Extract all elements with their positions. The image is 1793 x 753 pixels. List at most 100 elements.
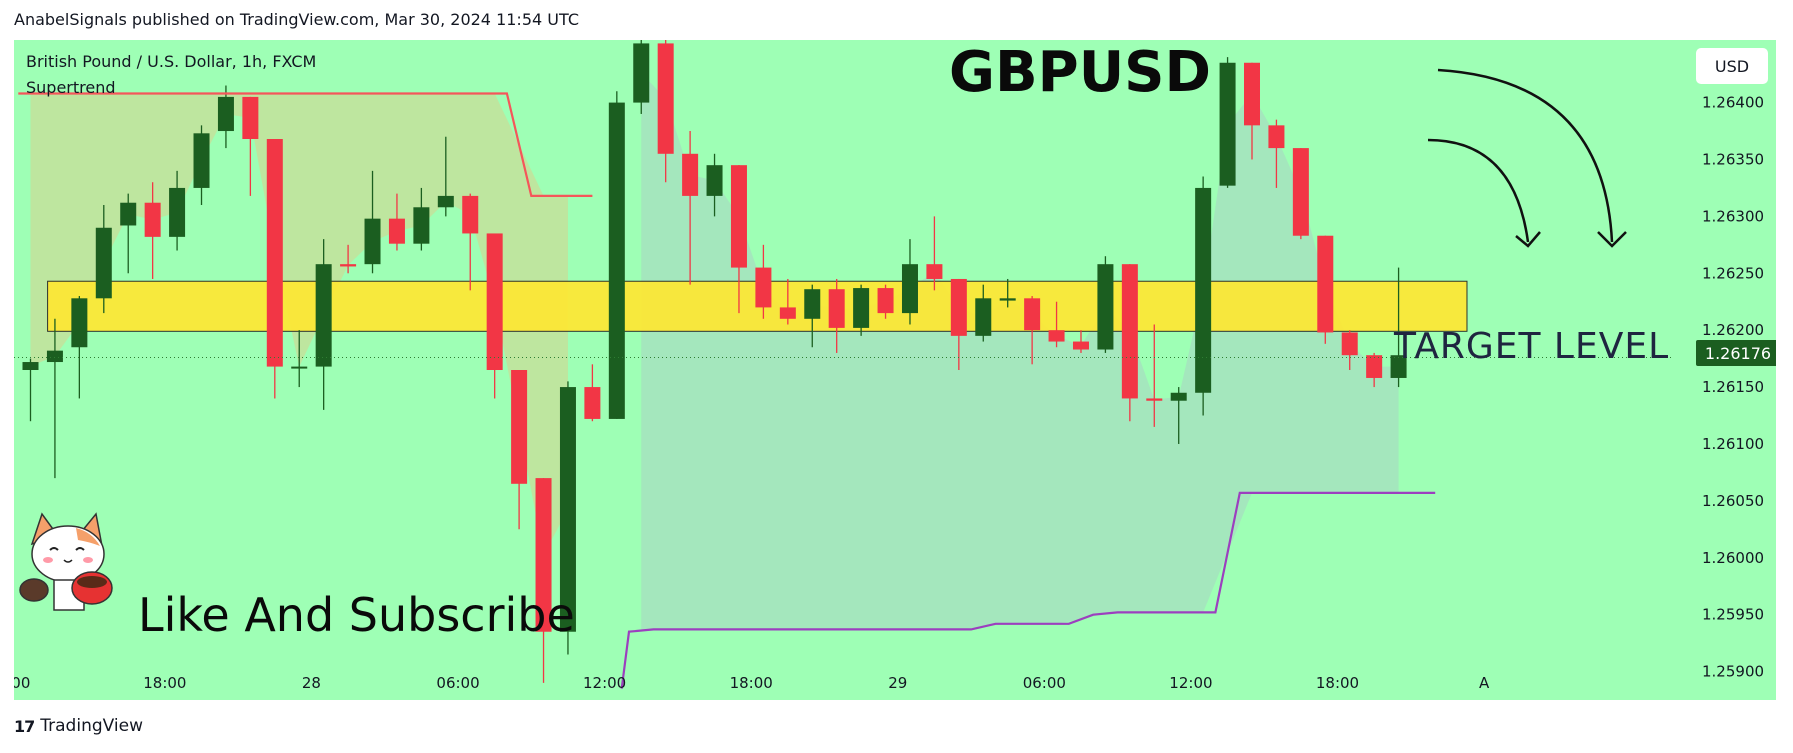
supertrend-up-line: [620, 491, 1436, 689]
x-tick-label: 12:00: [1169, 674, 1212, 692]
y-tick-label: 1.26350: [1702, 150, 1764, 168]
candle-body: [1170, 392, 1187, 401]
y-tick-label: 1.26300: [1702, 207, 1764, 225]
candle-body: [193, 133, 210, 188]
candle-body: [486, 233, 503, 370]
y-tick-label: 1.26050: [1702, 492, 1764, 510]
y-tick-label: 1.25950: [1702, 606, 1764, 624]
candle-body: [144, 202, 161, 237]
candle-body: [95, 227, 112, 299]
candle-body: [413, 207, 430, 244]
chart-title-text: GBPUSD: [949, 40, 1211, 105]
candle-body: [217, 96, 234, 132]
x-tick-label: 28: [302, 674, 321, 692]
candle-body: [71, 298, 88, 348]
candle-body: [633, 43, 650, 103]
candle-body: [1244, 62, 1260, 126]
candle-body: [755, 267, 772, 308]
candle-body: [975, 298, 992, 336]
y-tick-label: 1.26150: [1702, 378, 1764, 396]
candle-body: [535, 478, 552, 632]
tradingview-brand-text: TradingView: [40, 716, 143, 736]
x-tick-label: 18:00: [1316, 674, 1359, 692]
candle-body: [999, 298, 1016, 301]
candle-body: [315, 264, 332, 367]
candle-body: [46, 350, 63, 363]
candle-body: [242, 96, 259, 139]
arrow-curve-short: [1427, 138, 1530, 243]
y-tick-label: 1.26100: [1702, 435, 1764, 453]
candle-body: [1024, 298, 1041, 331]
x-tick-label: :00: [14, 674, 30, 692]
candle-body: [169, 187, 186, 237]
supertrend-down-line: [18, 92, 593, 197]
x-tick-label: 29: [888, 674, 907, 692]
x-tick-label: A: [1479, 674, 1490, 692]
candle-body: [1097, 264, 1114, 350]
candle-body: [608, 102, 625, 419]
candle-body: [1219, 62, 1236, 186]
x-tick-label: 06:00: [1023, 674, 1066, 692]
candle-body: [730, 165, 747, 268]
candle-body: [1072, 341, 1089, 350]
candle-body: [706, 165, 723, 196]
y-tick-label: 1.26250: [1702, 264, 1764, 282]
tradingview-mark-icon: 17: [14, 716, 35, 736]
cat-mascot-icon: [19, 512, 113, 611]
candle-body: [1390, 355, 1407, 378]
candle-body: [901, 264, 918, 314]
candle-body: [1195, 187, 1212, 393]
candle-body: [364, 218, 381, 265]
target-level-label: TARGET LEVEL: [1394, 326, 1670, 367]
symbol-legend: British Pound / U.S. Dollar, 1h, FXCM: [26, 52, 317, 71]
candle-body: [388, 218, 405, 244]
like-subscribe-text: Like And Subscribe: [138, 588, 575, 642]
candle-body: [877, 288, 894, 314]
supertrend-up-fill: [641, 73, 1399, 631]
candle-body: [926, 264, 943, 279]
candle-body: [1268, 125, 1285, 149]
y-tick-label: 1.25900: [1702, 663, 1764, 681]
candle-body: [120, 202, 137, 226]
x-tick-label: 18:00: [730, 674, 773, 692]
candle-body: [462, 195, 479, 234]
y-tick-label: 1.26200: [1702, 321, 1764, 339]
candle-body: [1048, 330, 1065, 342]
candle-body: [511, 370, 528, 484]
y-tick-label: 1.26000: [1702, 549, 1764, 567]
last-price-tag: 1.26176: [1696, 340, 1776, 366]
x-tick-label: 06:00: [436, 674, 479, 692]
candle-body: [22, 362, 39, 370]
indicator-legend: Supertrend: [26, 78, 116, 97]
y-tick-label: 1.26400: [1702, 94, 1764, 112]
arrow-curve-long: [1437, 68, 1614, 243]
candle-body: [437, 195, 454, 208]
candle-body: [657, 43, 674, 154]
candle-body: [853, 288, 870, 328]
candle-body: [828, 289, 845, 328]
candle-body: [1366, 355, 1383, 378]
candle-body: [266, 139, 283, 367]
candle-body: [291, 366, 308, 369]
candle-body: [1341, 332, 1358, 356]
tradingview-logo[interactable]: 17 TradingView: [14, 716, 143, 736]
candle-body: [1317, 235, 1334, 333]
arrow-head-long: [1597, 231, 1627, 248]
candle-body: [1146, 398, 1163, 401]
candle-body: [559, 387, 576, 632]
chart-area[interactable]: 1.26400 1.26350 1.26300 1.26250 1.26200 1.261…: [14, 40, 1776, 700]
candle-body: [340, 264, 357, 267]
candle-body: [779, 307, 796, 319]
x-tick-label: 18:00: [143, 674, 186, 692]
publish-attribution: AnabelSignals published on TradingView.c…: [14, 10, 579, 29]
candle-body: [950, 278, 967, 336]
candlestick-chart[interactable]: 1.264001.263501.263001.262501.262001.261…: [14, 40, 1776, 700]
candle-body: [584, 387, 601, 419]
candle-body: [682, 153, 699, 196]
arrow-head-short: [1515, 231, 1541, 248]
x-tick-label: 12:00: [583, 674, 626, 692]
currency-button[interactable]: USD: [1696, 48, 1768, 84]
candle-body: [1292, 148, 1309, 236]
candle-body: [804, 289, 821, 319]
candle-body: [1121, 264, 1138, 399]
